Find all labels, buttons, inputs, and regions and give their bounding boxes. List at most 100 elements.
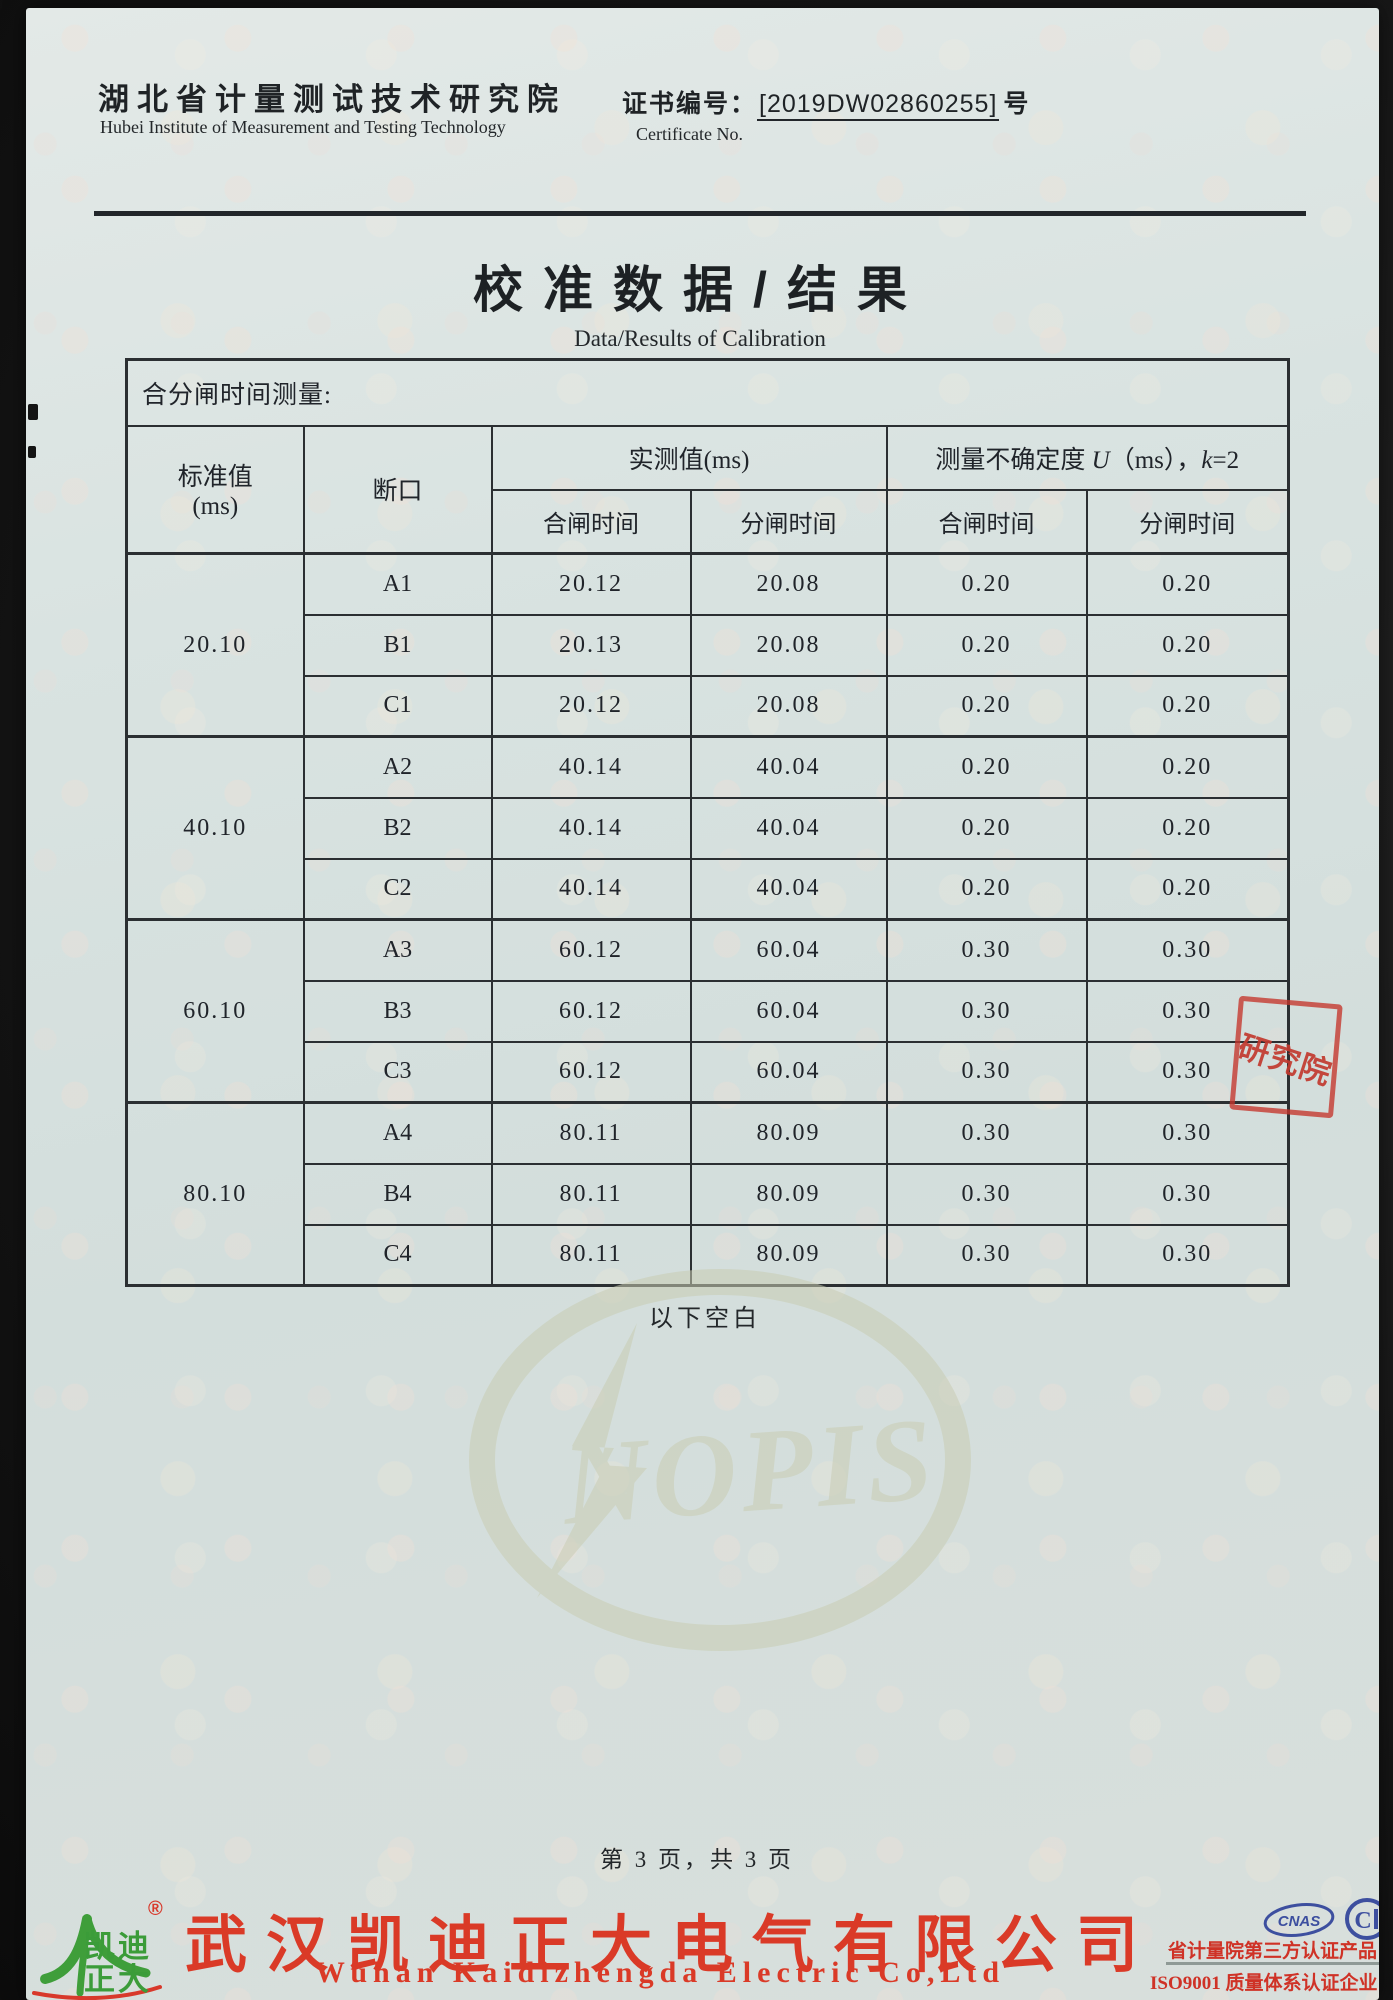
table-row: 80.10 A4 80.11 80.09 0.30 0.30: [125, 1101, 1290, 1287]
nopis-watermark: NOPIS: [469, 1269, 971, 1651]
standard-label-line1: 标准值: [177, 464, 253, 492]
measured-close-cell: 20.12: [490, 552, 692, 616]
table-header-row-2: 合闸时间 分闸时间 合闸时间 分闸时间: [127, 488, 1290, 555]
logo-text-line2: 正大: [84, 1962, 152, 1997]
section-label-cell: 合分闸时间测量:: [125, 358, 1290, 427]
company-name-en: Wuhan Kaidizhengda Electric Co,Ltd: [314, 1956, 1006, 1989]
certification-line2: ISO9001 质量体系认证企业: [1150, 1973, 1378, 1994]
uncertainty-open-cell: 0.30: [1085, 918, 1290, 982]
institute-name-en: Hubei Institute of Measurement and Testi…: [100, 117, 506, 137]
measured-open-cell: 20.08: [689, 552, 888, 616]
table-row: 20.10 A1 20.12 20.08 0.20 0.20: [125, 552, 1290, 738]
uncertainty-k-symbol: k: [1201, 446, 1213, 474]
uncertainty-close-cell: 0.30: [885, 918, 1088, 982]
table-section-row: 合分闸时间测量:: [125, 358, 1290, 427]
cnas-logo-text: CNAS: [1278, 1913, 1321, 1930]
institute-name-cn: 湖北省计量测试技术研究院: [98, 82, 566, 117]
table-row: B1 20.13 20.08 0.20 0.20: [127, 613, 1290, 677]
break-cell: A1: [302, 552, 493, 616]
cqc-logo-icon: C: [1345, 1898, 1379, 1940]
uncertainty-close-cell: 0.20: [885, 857, 1088, 921]
uncertainty-open-cell: 0.20: [1085, 857, 1290, 921]
measured-open-cell: 40.04: [689, 857, 888, 921]
col-header-open-measured: 分闸时间: [689, 488, 888, 555]
uncertainty-close-cell: 0.20: [885, 735, 1088, 799]
measured-open-cell: 60.04: [689, 1040, 888, 1104]
uncertainty-open-cell: 0.30: [1085, 1223, 1290, 1287]
measured-open-cell: 20.08: [689, 613, 888, 677]
col-header-measured-group: 实测值(ms): [490, 424, 888, 491]
break-cell: C4: [302, 1223, 493, 1287]
certification-divider: [1166, 1962, 1379, 1965]
standard-value-cell: 80.10: [125, 1101, 305, 1287]
uncertainty-open-cell: 0.30: [1085, 1040, 1290, 1104]
certificate-number-suffix: 号: [1003, 90, 1029, 118]
kaidi-logo-text: 凯迪 正大: [84, 1930, 152, 1996]
standard-label-line2: (ms): [192, 493, 239, 521]
measured-close-cell: 60.12: [490, 979, 692, 1043]
uncertainty-prefix: 测量不确定度: [935, 446, 1092, 474]
uncertainty-close-cell: 0.30: [885, 1101, 1088, 1165]
certificate-number-row: 证书编号：[2019DW02860255] 号: [622, 84, 1029, 121]
uncertainty-u-symbol: U: [1091, 446, 1110, 474]
page-number: 第 3 页，共 3 页: [600, 1847, 794, 1872]
break-cell: A4: [302, 1101, 493, 1165]
registered-trademark-icon: ®: [148, 1898, 163, 1920]
col-header-uncertainty-group: 测量不确定度 U（ms），k=2: [885, 424, 1290, 491]
measured-close-cell: 80.11: [490, 1101, 692, 1165]
page-title-cn: 校准数据/结果: [473, 262, 927, 318]
watermark-text: NOPIS: [556, 1393, 940, 1550]
break-cell: B3: [302, 979, 493, 1043]
stamp-text: 研究院: [1234, 1028, 1337, 1092]
break-cell: C3: [302, 1040, 493, 1104]
measured-close-cell: 40.14: [490, 735, 692, 799]
uncertainty-open-cell: 0.30: [1085, 1101, 1290, 1165]
table-row: B4 80.11 80.09 0.30 0.30: [127, 1162, 1290, 1226]
col-header-open-uncertainty: 分闸时间: [1085, 488, 1290, 555]
certificate-number-value: [2019DW02860255]: [757, 90, 1000, 121]
table-header-row-1: 标准值 (ms) 断口 实测值(ms) 测量不确定度 U（ms），k=2: [125, 424, 1290, 555]
watermark-circle-icon: [469, 1269, 971, 1651]
below-blank-note: 以下空白: [649, 1306, 761, 1332]
measured-open-cell: 80.09: [689, 1101, 888, 1165]
uncertainty-close-cell: 0.20: [885, 674, 1088, 738]
logo-text-line1: 凯迪: [84, 1929, 152, 1964]
uncertainty-open-cell: 0.30: [1085, 1162, 1290, 1226]
kaidi-logo-icon: [32, 1914, 162, 2000]
calibration-table: 合分闸时间测量: 标准值 (ms) 断口 实测值(ms) 测量不确定度 U（ms…: [125, 358, 1291, 1287]
break-cell: A3: [302, 918, 493, 982]
uncertainty-close-cell: 0.30: [885, 979, 1088, 1043]
cnas-logo-icon: CNAS: [1263, 1903, 1335, 1937]
standard-value-cell: 20.10: [125, 552, 305, 738]
document-content: 湖北省计量测试技术研究院 Hubei Institute of Measurem…: [26, 8, 1379, 2000]
uncertainty-open-cell: 0.20: [1085, 552, 1290, 616]
measured-close-cell: 80.11: [490, 1162, 692, 1226]
certification-line1: 省计量院第三方认证产品: [1168, 1941, 1378, 1962]
measured-open-cell: 80.09: [689, 1223, 888, 1287]
measured-open-cell: 80.09: [689, 1162, 888, 1226]
break-cell: C1: [302, 674, 493, 738]
measured-open-cell: 60.04: [689, 918, 888, 982]
measured-close-cell: 40.14: [490, 857, 692, 921]
red-seal-stamp: 研究院: [1229, 995, 1343, 1119]
table-row: C2 40.14 40.04 0.20 0.20: [127, 857, 1290, 921]
measured-close-cell: 20.12: [490, 674, 692, 738]
measured-open-cell: 20.08: [689, 674, 888, 738]
measured-close-cell: 20.13: [490, 613, 692, 677]
table-row: B3 60.12 60.04 0.30 0.30: [127, 979, 1290, 1043]
measured-open-cell: 40.04: [689, 796, 888, 860]
break-cell: A2: [302, 735, 493, 799]
paper-edge-mark: [28, 404, 38, 420]
uncertainty-close-cell: 0.20: [885, 613, 1088, 677]
col-header-close-uncertainty: 合闸时间: [885, 488, 1088, 555]
uncertainty-close-cell: 0.20: [885, 796, 1088, 860]
certificate-no-en: Certificate No.: [636, 124, 743, 144]
uncertainty-open-cell: 0.30: [1085, 979, 1290, 1043]
page-title-en: Data/Results of Calibration: [574, 326, 826, 351]
break-cell: C2: [302, 857, 493, 921]
cqc-logo-text: C: [1354, 1908, 1371, 1934]
uncertainty-close-cell: 0.30: [885, 1040, 1088, 1104]
uncertainty-suffix: =2: [1212, 446, 1240, 474]
measured-close-cell: 40.14: [490, 796, 692, 860]
table-row: 40.10 A2 40.14 40.04 0.20 0.20: [125, 735, 1290, 921]
